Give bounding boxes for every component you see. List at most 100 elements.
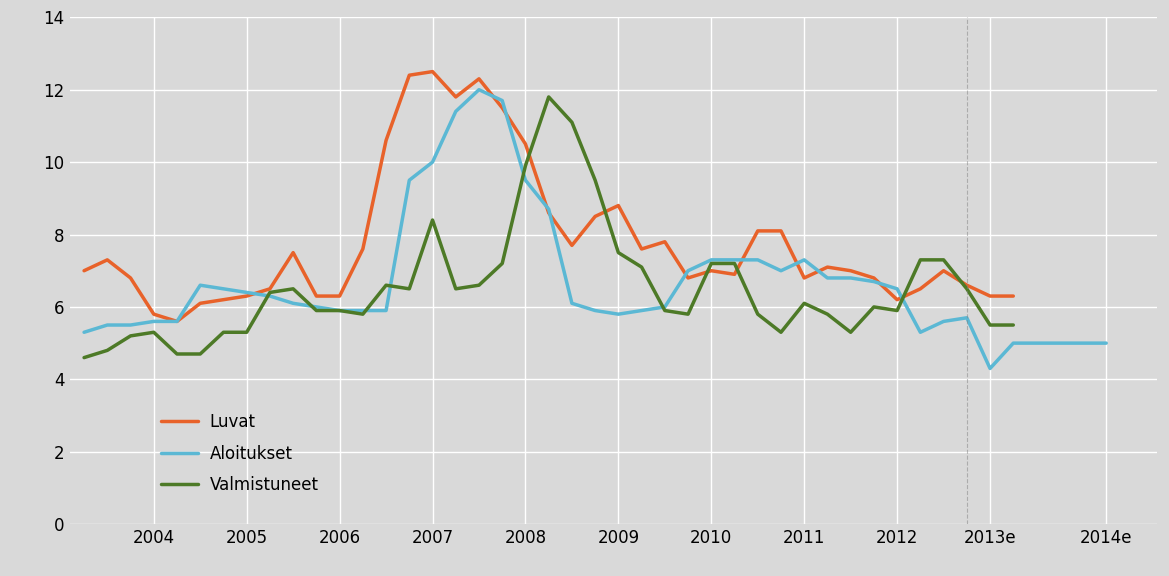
- Aloitukset: [635, 307, 649, 314]
- Valmistuneet: [518, 162, 532, 169]
- Aloitukset: [565, 300, 579, 307]
- Valmistuneet: [936, 256, 950, 263]
- Valmistuneet: [240, 329, 254, 336]
- Valmistuneet: [426, 217, 440, 223]
- Luvat: [193, 300, 207, 307]
- Luvat: [611, 202, 625, 209]
- Aloitukset: [797, 256, 811, 263]
- Luvat: [774, 228, 788, 234]
- Luvat: [101, 256, 115, 263]
- Aloitukset: [750, 256, 765, 263]
- Aloitukset: [77, 329, 91, 336]
- Aloitukset: [216, 285, 230, 292]
- Aloitukset: [658, 304, 672, 310]
- Luvat: [541, 209, 555, 216]
- Aloitukset: [1007, 340, 1021, 347]
- Luvat: [635, 245, 649, 252]
- Aloitukset: [472, 86, 486, 93]
- Aloitukset: [867, 278, 881, 285]
- Line: Luvat: Luvat: [84, 71, 1014, 321]
- Aloitukset: [240, 289, 254, 296]
- Luvat: [77, 267, 91, 274]
- Luvat: [310, 293, 324, 300]
- Luvat: [333, 293, 347, 300]
- Valmistuneet: [774, 329, 788, 336]
- Valmistuneet: [588, 177, 602, 184]
- Luvat: [867, 275, 881, 282]
- Luvat: [936, 267, 950, 274]
- Luvat: [170, 318, 184, 325]
- Valmistuneet: [750, 310, 765, 317]
- Luvat: [379, 137, 393, 144]
- Aloitukset: [960, 314, 974, 321]
- Luvat: [960, 282, 974, 289]
- Valmistuneet: [402, 285, 416, 292]
- Luvat: [216, 296, 230, 303]
- Valmistuneet: [960, 285, 974, 292]
- Luvat: [727, 271, 741, 278]
- Aloitukset: [821, 275, 835, 282]
- Valmistuneet: [890, 307, 904, 314]
- Aloitukset: [193, 282, 207, 289]
- Luvat: [682, 275, 696, 282]
- Aloitukset: [496, 97, 510, 104]
- Luvat: [147, 310, 161, 317]
- Aloitukset: [449, 108, 463, 115]
- Luvat: [750, 228, 765, 234]
- Luvat: [355, 245, 369, 252]
- Valmistuneet: [449, 285, 463, 292]
- Aloitukset: [402, 177, 416, 184]
- Valmistuneet: [611, 249, 625, 256]
- Aloitukset: [426, 158, 440, 165]
- Aloitukset: [727, 256, 741, 263]
- Legend: Luvat, Aloitukset, Valmistuneet: Luvat, Aloitukset, Valmistuneet: [154, 407, 325, 501]
- Valmistuneet: [379, 282, 393, 289]
- Valmistuneet: [147, 329, 161, 336]
- Luvat: [983, 293, 997, 300]
- Valmistuneet: [193, 351, 207, 358]
- Luvat: [588, 213, 602, 220]
- Line: Aloitukset: Aloitukset: [84, 90, 1106, 369]
- Valmistuneet: [797, 300, 811, 307]
- Valmistuneet: [821, 310, 835, 317]
- Valmistuneet: [496, 260, 510, 267]
- Aloitukset: [682, 267, 696, 274]
- Aloitukset: [541, 206, 555, 213]
- Luvat: [426, 68, 440, 75]
- Valmistuneet: [77, 354, 91, 361]
- Valmistuneet: [913, 256, 927, 263]
- Luvat: [449, 93, 463, 100]
- Valmistuneet: [844, 329, 858, 336]
- Luvat: [472, 75, 486, 82]
- Valmistuneet: [355, 310, 369, 317]
- Aloitukset: [170, 318, 184, 325]
- Valmistuneet: [867, 304, 881, 310]
- Valmistuneet: [682, 310, 696, 317]
- Luvat: [821, 264, 835, 271]
- Valmistuneet: [727, 260, 741, 267]
- Luvat: [263, 285, 277, 292]
- Aloitukset: [588, 307, 602, 314]
- Aloitukset: [310, 304, 324, 310]
- Aloitukset: [890, 285, 904, 292]
- Luvat: [565, 242, 579, 249]
- Aloitukset: [611, 310, 625, 317]
- Aloitukset: [355, 307, 369, 314]
- Luvat: [704, 267, 718, 274]
- Luvat: [496, 104, 510, 111]
- Aloitukset: [774, 267, 788, 274]
- Aloitukset: [704, 256, 718, 263]
- Aloitukset: [983, 365, 997, 372]
- Aloitukset: [936, 318, 950, 325]
- Luvat: [890, 296, 904, 303]
- Luvat: [797, 275, 811, 282]
- Luvat: [658, 238, 672, 245]
- Valmistuneet: [286, 285, 300, 292]
- Luvat: [240, 293, 254, 300]
- Valmistuneet: [983, 321, 997, 328]
- Valmistuneet: [565, 119, 579, 126]
- Valmistuneet: [658, 307, 672, 314]
- Line: Valmistuneet: Valmistuneet: [84, 97, 1014, 358]
- Valmistuneet: [263, 289, 277, 296]
- Valmistuneet: [216, 329, 230, 336]
